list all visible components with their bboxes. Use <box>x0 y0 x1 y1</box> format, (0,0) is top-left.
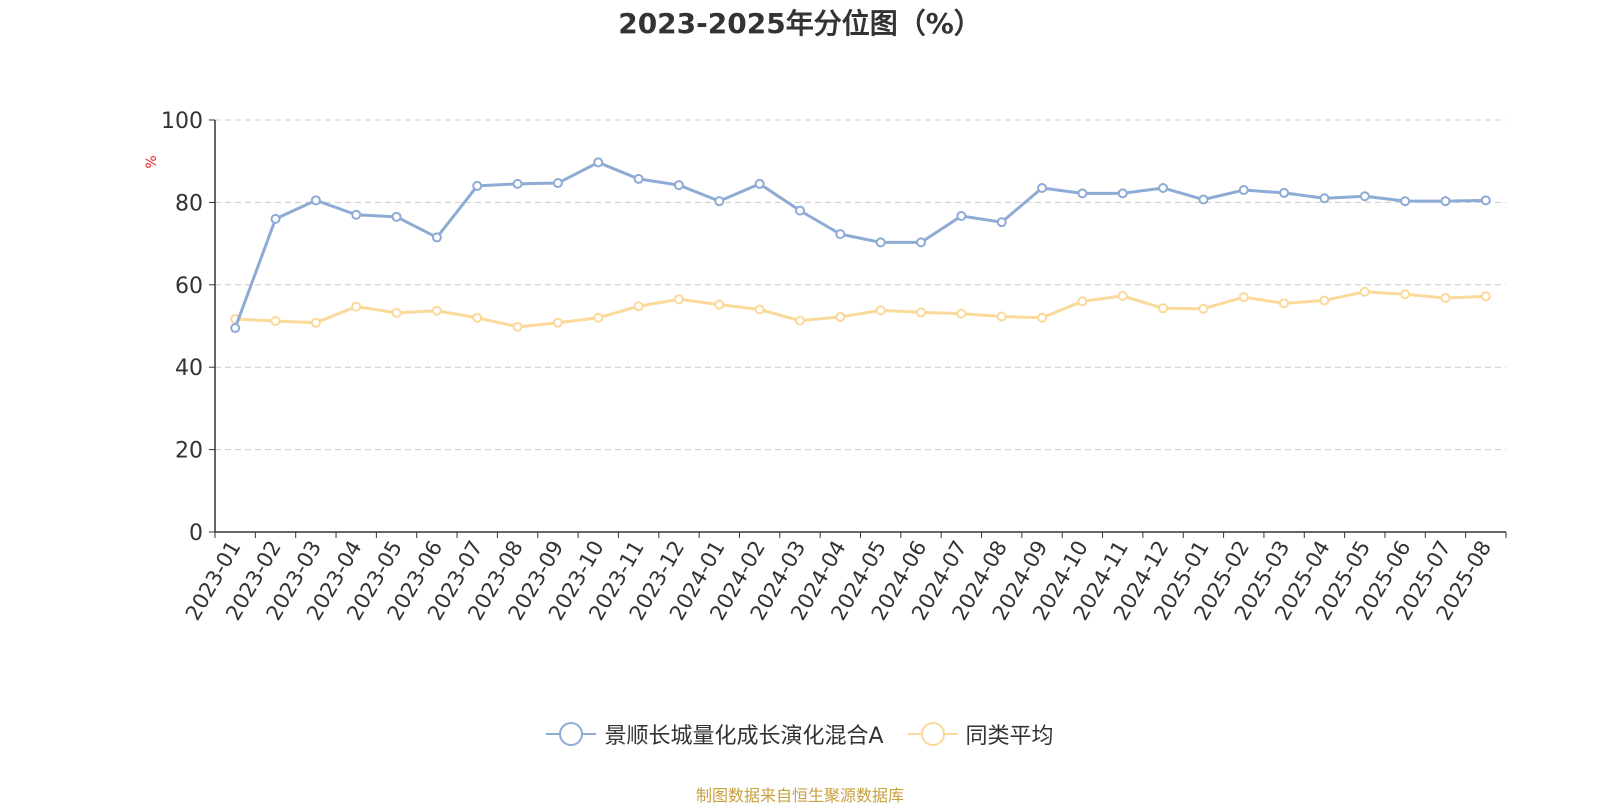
data-point[interactable] <box>512 178 523 189</box>
data-point[interactable] <box>956 308 967 319</box>
data-point[interactable] <box>1359 286 1370 297</box>
y-axis-label: % <box>144 155 160 168</box>
series-fund <box>230 157 1491 334</box>
data-point[interactable] <box>835 311 846 322</box>
data-point[interactable] <box>875 305 886 316</box>
data-point[interactable] <box>593 312 604 323</box>
data-point[interactable] <box>996 311 1007 322</box>
legend-item-average[interactable]: 同类平均 <box>907 718 1054 750</box>
data-point[interactable] <box>1117 290 1128 301</box>
y-tick-label: 80 <box>175 191 203 216</box>
source-note: 制图数据来自恒生聚源数据库 <box>695 786 904 805</box>
legend-label-average: 同类平均 <box>965 724 1054 749</box>
data-point[interactable] <box>1037 182 1048 193</box>
data-point[interactable] <box>351 209 362 220</box>
data-point[interactable] <box>1238 292 1249 303</box>
data-point[interactable] <box>472 180 483 191</box>
legend-label-fund: 景顺长城量化成长演化混合A <box>604 724 884 749</box>
legend-swatch-average <box>907 722 958 746</box>
data-point[interactable] <box>996 217 1007 228</box>
data-point[interactable] <box>794 315 805 326</box>
data-point[interactable] <box>754 178 765 189</box>
data-point[interactable] <box>875 237 886 248</box>
data-point[interactable] <box>512 321 523 332</box>
series-lines <box>230 157 1491 334</box>
data-point[interactable] <box>1198 194 1209 205</box>
data-point[interactable] <box>1480 195 1491 206</box>
data-point[interactable] <box>1400 196 1411 207</box>
data-point[interactable] <box>431 305 442 316</box>
data-point[interactable] <box>1319 193 1330 204</box>
data-point[interactable] <box>714 196 725 207</box>
data-point[interactable] <box>1198 303 1209 314</box>
data-point[interactable] <box>593 157 604 168</box>
data-point[interactable] <box>633 173 644 184</box>
data-point[interactable] <box>1158 303 1169 314</box>
data-point[interactable] <box>673 294 684 305</box>
y-tick-label: 0 <box>189 521 203 546</box>
y-tick-labels: 0 20 40 60 80 100 <box>161 109 203 546</box>
x-tick-labels: 2023-012023-022023-032023-042023-052023-… <box>181 537 1496 625</box>
axes <box>209 119 1507 538</box>
data-point[interactable] <box>1077 188 1088 199</box>
legend: 景顺长城量化成长演化混合A 同类平均 <box>0 718 1600 750</box>
series-line <box>233 160 1486 329</box>
data-point[interactable] <box>1480 291 1491 302</box>
data-point[interactable] <box>351 301 362 312</box>
data-point[interactable] <box>794 205 805 216</box>
legend-item-fund[interactable]: 景顺长城量化成长演化混合A <box>546 718 884 750</box>
data-point[interactable] <box>1440 292 1451 303</box>
data-point[interactable] <box>391 307 402 318</box>
y-tick-label: 100 <box>161 109 203 134</box>
data-point[interactable] <box>1400 289 1411 300</box>
data-point[interactable] <box>391 211 402 222</box>
data-point[interactable] <box>1037 312 1048 323</box>
y-tick-label: 60 <box>175 274 203 299</box>
data-point[interactable] <box>633 301 644 312</box>
series-average <box>230 286 1491 332</box>
chart-title: 2023-2025年分位图（%） <box>618 7 982 40</box>
data-point[interactable] <box>1440 196 1451 207</box>
data-point[interactable] <box>1158 182 1169 193</box>
data-point[interactable] <box>1279 187 1290 198</box>
y-tick-label: 40 <box>175 356 203 381</box>
data-point[interactable] <box>714 299 725 310</box>
data-point[interactable] <box>270 213 281 224</box>
data-point[interactable] <box>1117 188 1128 199</box>
data-point[interactable] <box>916 237 927 248</box>
data-point[interactable] <box>1279 298 1290 309</box>
data-point[interactable] <box>673 180 684 191</box>
data-point[interactable] <box>1077 296 1088 307</box>
data-point[interactable] <box>431 232 442 243</box>
data-point[interactable] <box>916 307 927 318</box>
data-point[interactable] <box>230 323 241 334</box>
data-point[interactable] <box>310 195 321 206</box>
data-point[interactable] <box>754 304 765 315</box>
data-point[interactable] <box>1238 185 1249 196</box>
data-point[interactable] <box>472 312 483 323</box>
data-point[interactable] <box>1319 295 1330 306</box>
data-point[interactable] <box>1359 191 1370 202</box>
series-line <box>235 290 1486 329</box>
legend-swatch-fund <box>546 722 597 746</box>
data-point[interactable] <box>310 317 321 328</box>
y-tick-label: 20 <box>175 439 203 464</box>
grid-lines <box>215 119 1506 451</box>
data-point[interactable] <box>552 178 563 189</box>
data-point[interactable] <box>270 316 281 327</box>
data-point[interactable] <box>552 317 563 328</box>
data-point[interactable] <box>956 210 967 221</box>
data-point[interactable] <box>835 229 846 240</box>
